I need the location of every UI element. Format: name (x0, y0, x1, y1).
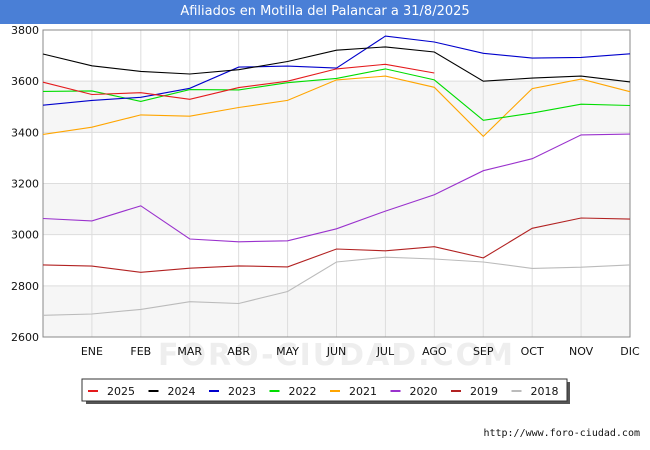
chart-title: Afiliados en Motilla del Palancar a 31/8… (180, 4, 470, 19)
legend: 2025 2024 2023 2022 2021 2020 2019 2018 (81, 378, 570, 404)
series-line-2022 (42, 68, 631, 121)
legend-label-2023: 2023 (228, 385, 256, 398)
x-tick-label: JUL (376, 345, 395, 358)
x-tick-label: MAR (177, 345, 202, 358)
x-tick-label: DIC (620, 345, 640, 358)
series-line-2021 (42, 75, 631, 138)
y-tick-label: 3600 (11, 75, 39, 88)
y-tick-label: 3200 (11, 178, 39, 191)
x-tick-label: ENE (81, 345, 103, 358)
title-bar (0, 0, 650, 24)
legend-label-2018: 2018 (531, 385, 559, 398)
legend-box (81, 378, 568, 402)
legend-label-2025: 2025 (107, 385, 135, 398)
series-line-2023 (42, 35, 631, 106)
y-tick-label: 2800 (11, 280, 39, 293)
source-text: http://www.foro-ciudad.com (483, 428, 640, 439)
x-tick-label: JUN (326, 345, 347, 358)
x-tick-label: AGO (422, 345, 447, 358)
y-tick-label: 3800 (11, 24, 39, 37)
legend-label-2019: 2019 (470, 385, 498, 398)
y-tick-label: 3000 (11, 229, 39, 242)
x-tick-label: FEB (130, 345, 151, 358)
x-tick-label: SEP (473, 345, 494, 358)
x-tick-label: ABR (227, 345, 250, 358)
series-line-2018 (42, 256, 631, 316)
x-tick-label: OCT (521, 345, 544, 358)
y-tick-label: 2600 (11, 331, 39, 344)
series-line-2020 (42, 133, 631, 243)
legend-label-2022: 2022 (289, 385, 317, 398)
legend-label-2020: 2020 (410, 385, 438, 398)
y-tick-label: 3400 (11, 126, 39, 139)
legend-label-2024: 2024 (168, 385, 196, 398)
watermark: FORO-CIUDAD.COM (158, 338, 515, 373)
series-line-2025 (42, 63, 435, 100)
legend-label-2021: 2021 (349, 385, 377, 398)
plot-frame (42, 29, 631, 338)
series-line-2019 (42, 217, 631, 273)
x-tick-label: MAY (276, 345, 299, 358)
series-line-2024 (42, 46, 631, 83)
x-tick-label: NOV (569, 345, 594, 358)
